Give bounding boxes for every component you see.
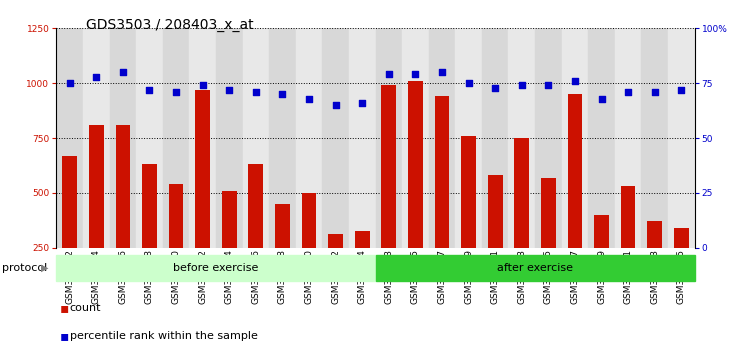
Bar [163, 28, 189, 248]
Bar [243, 28, 269, 248]
Bar [136, 28, 163, 248]
Bar [482, 28, 508, 248]
Point [569, 78, 581, 84]
Bar [195, 90, 210, 248]
Point [303, 96, 315, 101]
Bar [296, 28, 322, 248]
Bar [275, 204, 290, 248]
Point [276, 91, 288, 97]
Point [409, 72, 421, 77]
Bar [355, 232, 369, 248]
Point [622, 89, 634, 95]
Point [489, 85, 501, 90]
Point [383, 72, 395, 77]
Text: protocol: protocol [2, 263, 47, 273]
Bar [674, 228, 689, 248]
Point [463, 80, 475, 86]
Point [516, 82, 528, 88]
Bar [455, 28, 482, 248]
Text: count: count [70, 303, 101, 313]
Text: percentile rank within the sample: percentile rank within the sample [70, 331, 258, 341]
Bar [116, 125, 130, 248]
Text: GDS3503 / 208403_x_at: GDS3503 / 208403_x_at [86, 18, 254, 32]
Bar [349, 28, 376, 248]
Bar [508, 28, 535, 248]
Bar [62, 156, 77, 248]
Point [143, 87, 155, 93]
Bar [429, 28, 455, 248]
Point [649, 89, 661, 95]
Point [90, 74, 102, 79]
Point [64, 80, 76, 86]
Bar [269, 28, 296, 248]
Bar [668, 28, 695, 248]
Bar [641, 28, 668, 248]
Bar [568, 94, 582, 248]
Bar [647, 222, 662, 248]
Point [223, 87, 235, 93]
Text: after exercise: after exercise [497, 263, 573, 273]
Point [436, 69, 448, 75]
Bar [488, 175, 502, 248]
Bar [222, 191, 237, 248]
Point [250, 89, 262, 95]
Point [170, 89, 182, 95]
Bar [56, 255, 376, 281]
Text: ▪: ▪ [60, 329, 69, 343]
Point [542, 82, 554, 88]
Bar [408, 81, 423, 248]
Bar [249, 164, 263, 248]
Bar [142, 164, 157, 248]
Text: before exercise: before exercise [173, 263, 258, 273]
Bar [110, 28, 136, 248]
Bar [435, 96, 449, 248]
Bar [621, 186, 635, 248]
Bar [322, 28, 349, 248]
Bar [382, 85, 396, 248]
Bar [376, 28, 402, 248]
Bar [535, 28, 562, 248]
Point [596, 96, 608, 101]
Bar [376, 255, 695, 281]
Bar [562, 28, 588, 248]
Bar [402, 28, 429, 248]
Point [356, 100, 368, 106]
Bar [83, 28, 110, 248]
Point [675, 87, 687, 93]
Bar [216, 28, 243, 248]
Bar [189, 28, 216, 248]
Bar [514, 138, 529, 248]
Bar [328, 234, 343, 248]
Bar [56, 28, 83, 248]
Text: ▪: ▪ [60, 301, 69, 315]
Bar [302, 193, 316, 248]
Bar [541, 178, 556, 248]
Point [330, 102, 342, 108]
Bar [461, 136, 476, 248]
Bar [169, 184, 183, 248]
Text: ▶: ▶ [41, 263, 49, 273]
Bar [588, 28, 615, 248]
Point [197, 82, 209, 88]
Bar [594, 215, 609, 248]
Bar [615, 28, 641, 248]
Bar [89, 125, 104, 248]
Point [117, 69, 129, 75]
